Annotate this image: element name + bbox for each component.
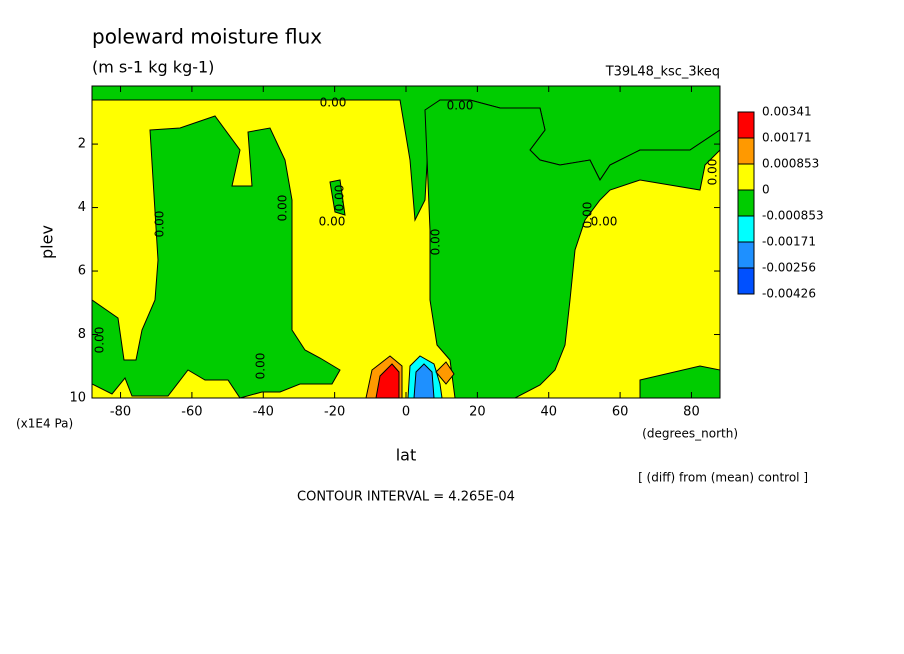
contour-label: 0.00 [254,353,268,380]
plot-area [91,85,721,399]
colorbar-swatch [737,163,755,191]
x-tick-label: 20 [469,405,486,420]
chart-subtitle: (m s-1 kg kg-1) [92,58,214,77]
contour-label: 0.00 [333,185,347,212]
y-axis-label: plev [38,225,57,259]
x-tick-label: 0 [402,405,410,420]
y-tick-label: 6 [78,264,86,279]
contour-region [91,115,341,399]
x-tick-label: 80 [683,405,700,420]
x-tick-label: 40 [540,405,557,420]
colorbar-label: 0.000853 [762,157,819,171]
colorbar-swatch [737,111,755,139]
contour-label: 0.00 [581,202,595,229]
dataset-label: T39L48_ksc_3keq [605,65,720,80]
colorbar-label: -0.00256 [762,261,816,275]
x-tick-label: 60 [612,405,629,420]
colorbar-swatch [737,241,755,269]
contour-label: 0.00 [320,96,347,110]
x-axis-units: (degrees_north) [642,427,738,441]
x-tick-label: -80 [110,405,131,420]
colorbar-label: 0.00171 [762,131,812,145]
y-axis-units: (x1E4 Pa) [16,417,73,431]
colorbar-label: 0 [762,183,770,197]
contour-label: 0.00 [706,159,720,186]
contour-label: 0.00 [429,229,443,256]
y-tick-label: 4 [78,200,86,215]
y-tick-label: 2 [78,137,86,152]
y-tick-label: 8 [78,327,86,342]
colorbar-label: 0.00341 [762,105,812,119]
x-tick-label: -20 [324,405,345,420]
contour-label: 0.00 [319,215,346,229]
colorbar-swatch [737,189,755,217]
colorbar-label: -0.00426 [762,287,816,301]
contour-interval: CONTOUR INTERVAL = 4.265E-04 [297,490,515,505]
note: [ (diff) from (mean) control ] [638,471,808,485]
contour-label: 0.00 [447,99,474,113]
colorbar-label: -0.00171 [762,235,816,249]
colorbar-swatch [737,215,755,243]
contour-region [329,179,346,216]
colorbar-label: -0.000853 [762,209,824,223]
chart-title: poleward moisture flux [92,25,322,49]
y-tick-label: 10 [69,391,86,406]
x-tick-label: -60 [181,405,202,420]
contour-label: 0.00 [591,215,618,229]
contour-label: 0.00 [153,211,167,238]
colorbar-swatch [737,267,755,295]
contour-region [435,361,455,385]
x-axis-label: lat [396,446,417,465]
x-tick-label: -40 [253,405,274,420]
colorbar-swatch [737,137,755,165]
contour-label: 0.00 [276,195,290,222]
contour-label: 0.00 [93,327,107,354]
